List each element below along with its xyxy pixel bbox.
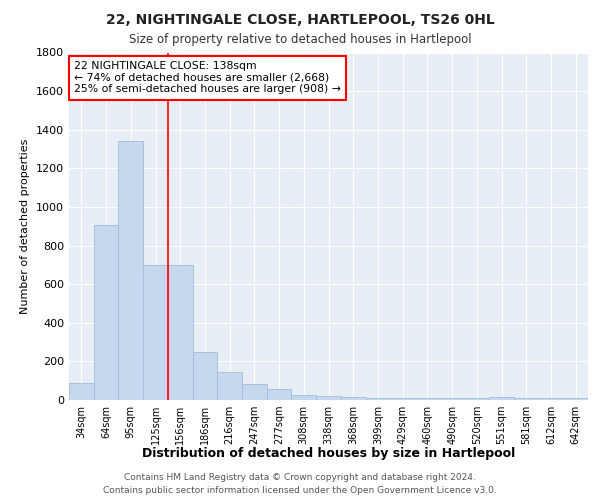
Bar — [341, 397, 365, 400]
Bar — [143, 265, 168, 400]
Bar — [118, 142, 143, 400]
Bar — [168, 265, 193, 400]
Bar — [563, 398, 588, 400]
Text: 22, NIGHTINGALE CLOSE, HARTLEPOOL, TS26 0HL: 22, NIGHTINGALE CLOSE, HARTLEPOOL, TS26 … — [106, 12, 494, 26]
Bar — [193, 352, 217, 400]
Bar — [316, 396, 341, 400]
Bar — [242, 384, 267, 400]
Bar — [489, 396, 514, 400]
Bar — [217, 372, 242, 400]
Bar — [94, 226, 118, 400]
Bar — [440, 398, 464, 400]
X-axis label: Distribution of detached houses by size in Hartlepool: Distribution of detached houses by size … — [142, 447, 515, 460]
Text: Size of property relative to detached houses in Hartlepool: Size of property relative to detached ho… — [128, 32, 472, 46]
Bar — [267, 390, 292, 400]
Bar — [390, 398, 415, 400]
Text: 22 NIGHTINGALE CLOSE: 138sqm
← 74% of detached houses are smaller (2,668)
25% of: 22 NIGHTINGALE CLOSE: 138sqm ← 74% of de… — [74, 61, 341, 94]
Bar — [292, 395, 316, 400]
Bar — [415, 398, 440, 400]
Bar — [539, 398, 563, 400]
Bar — [464, 398, 489, 400]
Bar — [69, 382, 94, 400]
Bar — [365, 398, 390, 400]
Text: Contains public sector information licensed under the Open Government Licence v3: Contains public sector information licen… — [103, 486, 497, 495]
Y-axis label: Number of detached properties: Number of detached properties — [20, 138, 31, 314]
Text: Contains HM Land Registry data © Crown copyright and database right 2024.: Contains HM Land Registry data © Crown c… — [124, 472, 476, 482]
Bar — [514, 398, 539, 400]
